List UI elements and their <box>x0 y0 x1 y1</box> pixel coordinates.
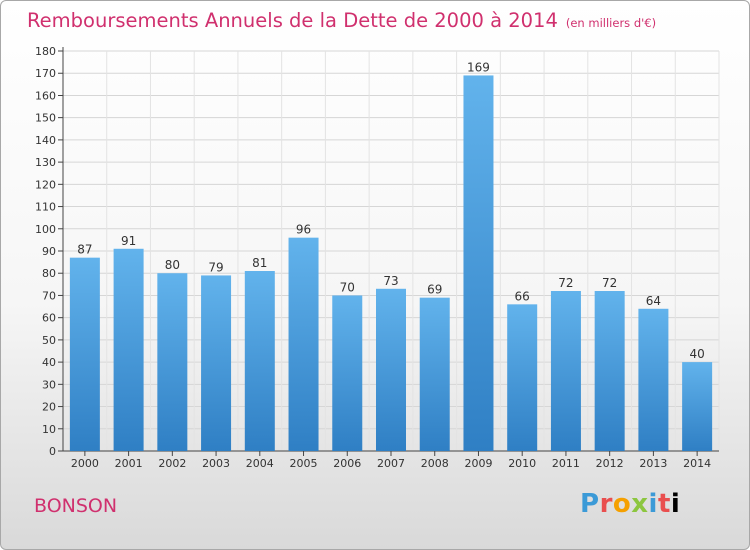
value-label-2002: 80 <box>165 258 180 272</box>
bar-2009 <box>463 75 494 451</box>
x-tick-label-2002: 2002 <box>158 457 186 470</box>
value-label-2011: 72 <box>558 276 573 290</box>
y-tick-label: 50 <box>42 334 56 347</box>
y-tick-label: 120 <box>35 178 56 191</box>
y-tick-label: 90 <box>42 245 56 258</box>
bar-2008 <box>419 297 450 451</box>
chart-unit: (en milliers d'€) <box>565 16 657 30</box>
value-label-2012: 72 <box>602 276 617 290</box>
bars <box>69 75 713 451</box>
y-tick-label: 0 <box>49 445 56 458</box>
bar-2013 <box>638 308 669 451</box>
value-label-2014: 40 <box>689 347 704 361</box>
y-tick-label: 80 <box>42 267 56 280</box>
bar-2014 <box>682 362 713 451</box>
chart-title: Remboursements Annuels de la Dette de 20… <box>27 9 656 32</box>
y-tick-label: 130 <box>35 156 56 169</box>
proxiti-logo: Proxiti <box>580 489 681 519</box>
value-label-2005: 96 <box>296 223 311 237</box>
x-tick-label-2001: 2001 <box>115 457 143 470</box>
y-tick-label: 10 <box>42 423 56 436</box>
y-tick-label: 60 <box>42 312 56 325</box>
y-tick-label: 20 <box>42 401 56 414</box>
bar-2003 <box>201 275 232 451</box>
value-label-2000: 87 <box>77 243 92 257</box>
bar-2010 <box>507 304 538 451</box>
bar-2000 <box>69 257 100 451</box>
x-tick-label-2004: 2004 <box>246 457 274 470</box>
bar-2006 <box>332 295 363 451</box>
y-tick-label: 170 <box>35 67 56 80</box>
value-label-2007: 73 <box>383 274 398 288</box>
x-tick-label-2014: 2014 <box>683 457 711 470</box>
y-tick-label: 70 <box>42 289 56 302</box>
y-tick-label: 150 <box>35 112 56 125</box>
bar-2011 <box>550 291 581 451</box>
value-label-2006: 70 <box>340 280 355 294</box>
chart-title-text: Remboursements Annuels de la Dette de 20… <box>27 9 558 32</box>
bar-2012 <box>594 291 625 451</box>
value-label-2013: 64 <box>646 294 661 308</box>
x-tick-label-2009: 2009 <box>464 457 492 470</box>
value-label-2001: 91 <box>121 234 136 248</box>
x-tick-label-2011: 2011 <box>552 457 580 470</box>
bar-2001 <box>113 248 144 451</box>
bar-2002 <box>157 273 188 451</box>
y-tick-label: 140 <box>35 134 56 147</box>
x-tick-label-2008: 2008 <box>421 457 449 470</box>
y-tick-label: 180 <box>35 45 56 58</box>
value-label-2009: 169 <box>467 60 490 74</box>
x-tick-label-2006: 2006 <box>333 457 361 470</box>
value-label-2004: 81 <box>252 256 267 270</box>
commune-name: BONSON <box>34 495 118 517</box>
y-tick-label: 30 <box>42 378 56 391</box>
x-tick-label-2012: 2012 <box>596 457 624 470</box>
x-tick-label-2007: 2007 <box>377 457 405 470</box>
y-tick-label: 160 <box>35 89 56 102</box>
x-tick-label-2005: 2005 <box>290 457 318 470</box>
y-tick-label: 40 <box>42 356 56 369</box>
value-label-2003: 79 <box>208 260 223 274</box>
x-tick-label-2013: 2013 <box>639 457 667 470</box>
x-tick-label-2010: 2010 <box>508 457 536 470</box>
value-label-2010: 66 <box>515 289 530 303</box>
y-tick-label: 100 <box>35 223 56 236</box>
bar-2004 <box>244 271 275 451</box>
x-tick-label-2003: 2003 <box>202 457 230 470</box>
bar-2005 <box>288 237 319 451</box>
y-tick-label: 110 <box>35 201 56 214</box>
value-label-2008: 69 <box>427 283 442 297</box>
x-tick-label-2000: 2000 <box>71 457 99 470</box>
bar-2007 <box>376 288 406 451</box>
value-labels: 87 91 80 79 81 96 70 73 69 169 66 72 72 64 40 <box>77 60 705 361</box>
